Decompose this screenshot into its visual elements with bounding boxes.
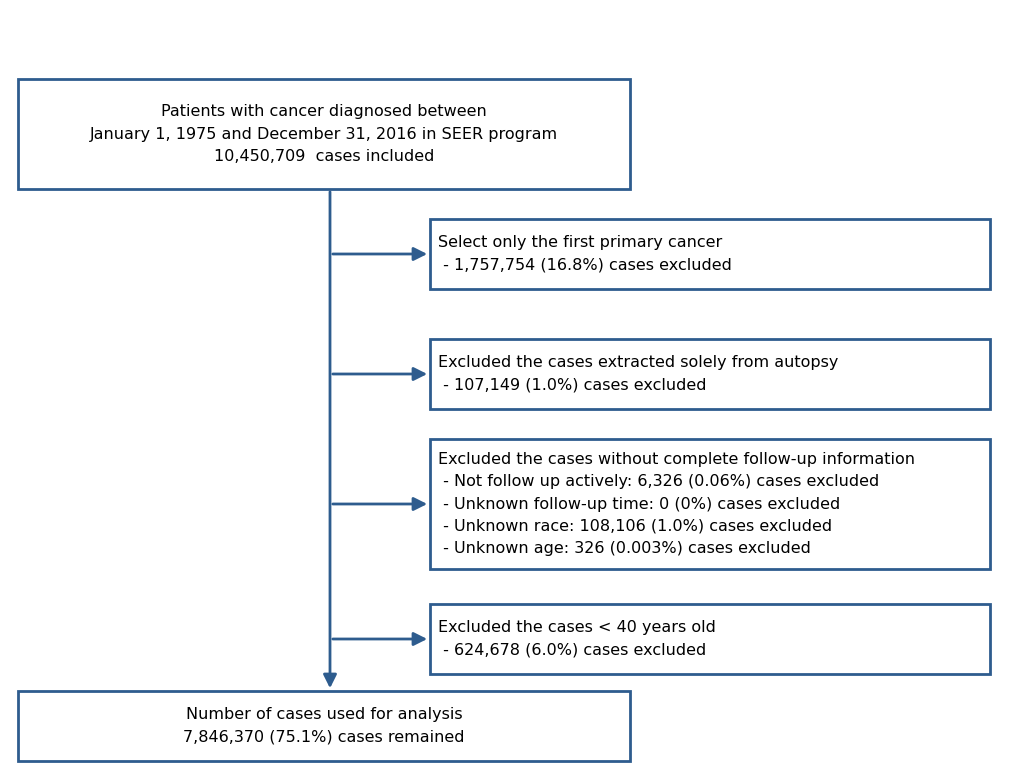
Text: Excluded the cases without complete follow-up information
 - Not follow up activ: Excluded the cases without complete foll… xyxy=(437,452,914,556)
Bar xyxy=(430,604,989,674)
Bar xyxy=(18,79,630,189)
Text: Excluded the cases < 40 years old
 - 624,678 (6.0%) cases excluded: Excluded the cases < 40 years old - 624,… xyxy=(437,620,715,657)
Bar xyxy=(430,219,989,289)
Bar xyxy=(430,339,989,409)
Text: Excluded the cases extracted solely from autopsy
 - 107,149 (1.0%) cases exclude: Excluded the cases extracted solely from… xyxy=(437,355,838,393)
Bar xyxy=(18,691,630,761)
Text: Patients with cancer diagnosed between
January 1, 1975 and December 31, 2016 in : Patients with cancer diagnosed between J… xyxy=(90,104,557,164)
Bar xyxy=(430,439,989,569)
Text: Number of cases used for analysis
7,846,370 (75.1%) cases remained: Number of cases used for analysis 7,846,… xyxy=(183,707,465,745)
Text: Select only the first primary cancer
 - 1,757,754 (16.8%) cases excluded: Select only the first primary cancer - 1… xyxy=(437,235,732,273)
